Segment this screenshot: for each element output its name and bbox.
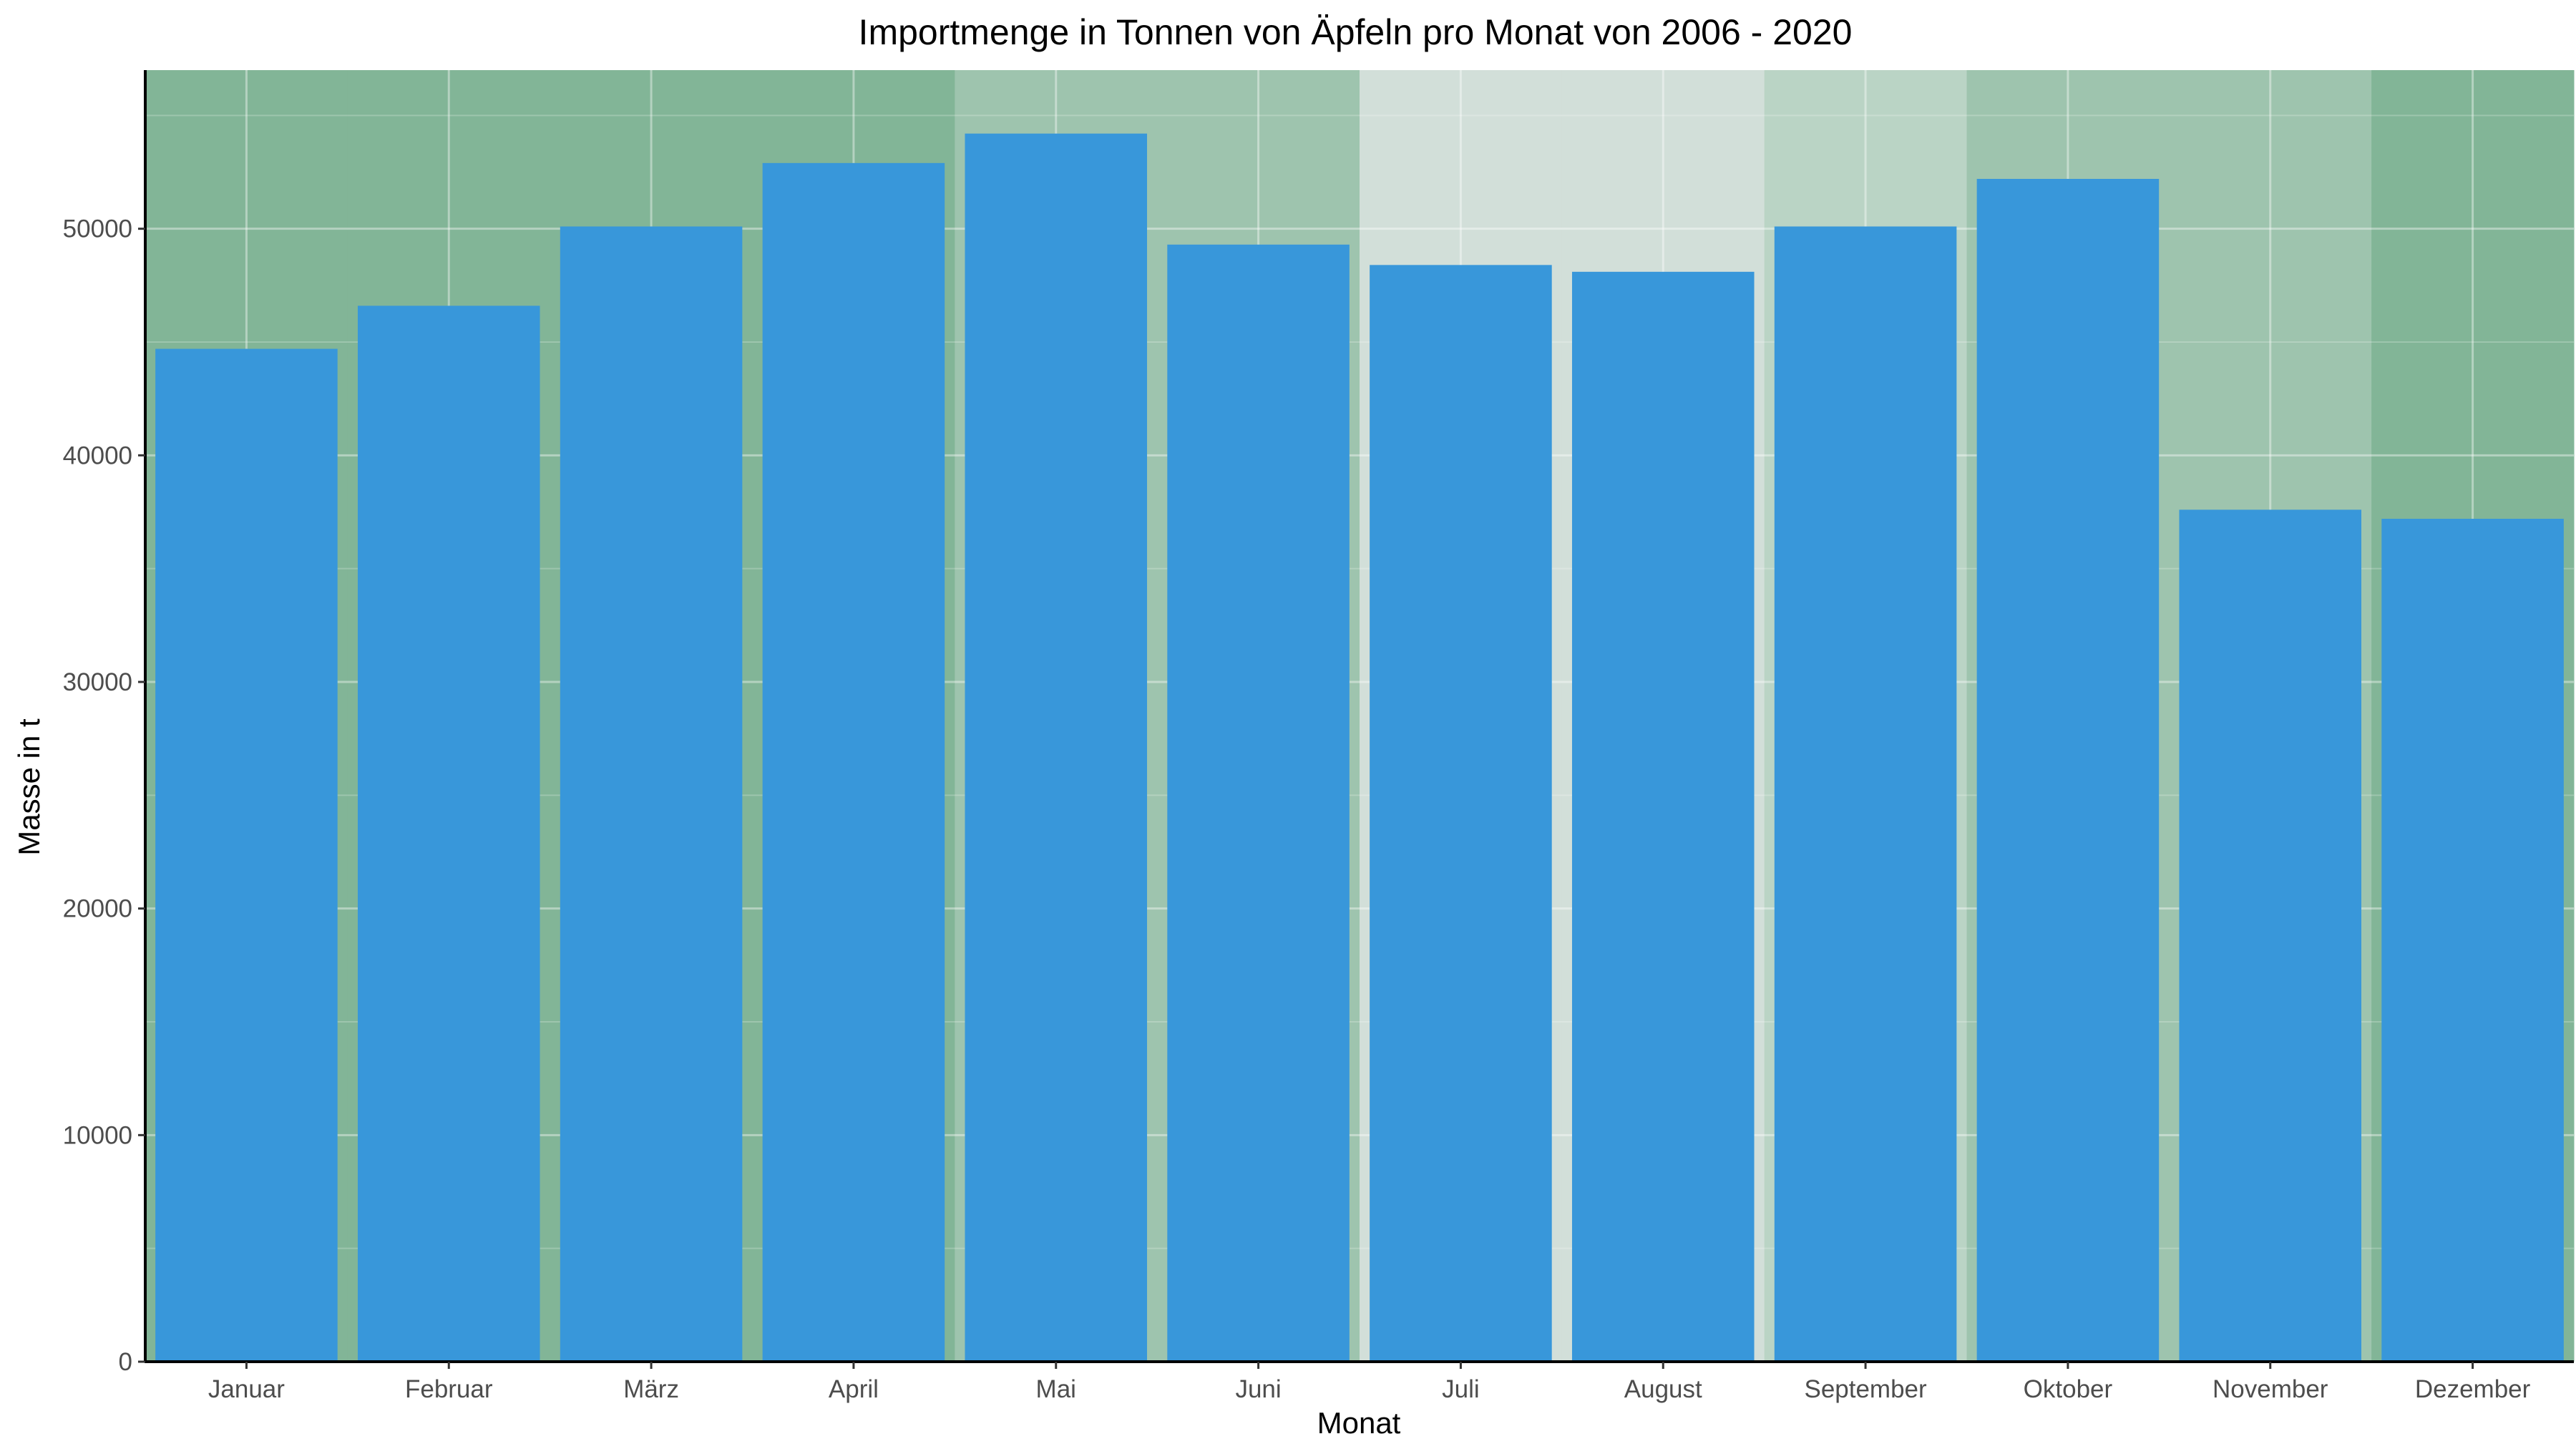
y-tick-labels: 0 10000 20000 30000 40000 50000 bbox=[63, 215, 132, 1376]
x-tick-label-august: August bbox=[1624, 1375, 1702, 1403]
x-tick-label-april: April bbox=[829, 1375, 879, 1403]
bar-dezember bbox=[2381, 519, 2564, 1362]
bar-juli bbox=[1370, 265, 1552, 1362]
y-tick-label: 30000 bbox=[63, 668, 132, 696]
y-tick-label: 50000 bbox=[63, 215, 132, 243]
bar-april bbox=[762, 162, 945, 1362]
bar-september bbox=[1774, 226, 1957, 1362]
x-axis-title: Monat bbox=[1317, 1406, 1401, 1440]
bar-oktober bbox=[1976, 179, 2160, 1362]
y-axis-title: Masse in t bbox=[12, 718, 46, 856]
x-tick-label-juli: Juli bbox=[1442, 1375, 1480, 1403]
x-tick-label-oktober: Oktober bbox=[2024, 1375, 2113, 1403]
bar-januar bbox=[155, 348, 338, 1362]
bar-juni bbox=[1167, 244, 1350, 1362]
bar-november bbox=[2179, 509, 2362, 1362]
y-tick-label: 20000 bbox=[63, 895, 132, 923]
x-tick-label-september: September bbox=[1804, 1375, 1927, 1403]
y-tick-label: 0 bbox=[119, 1348, 132, 1376]
chart-title: Importmenge in Tonnen von Äpfeln pro Mon… bbox=[859, 12, 1853, 52]
x-tick-label-februar: Februar bbox=[405, 1375, 493, 1403]
bars bbox=[155, 133, 2564, 1362]
y-tick-label: 40000 bbox=[63, 441, 132, 469]
x-tick-label-januar: Januar bbox=[208, 1375, 285, 1403]
bar-mai bbox=[965, 133, 1148, 1362]
y-tick-label: 10000 bbox=[63, 1121, 132, 1149]
x-tick-labels: Januar Februar März April Mai Juni Juli August S… bbox=[208, 1375, 2531, 1403]
bar-märz bbox=[560, 226, 743, 1362]
x-tick-label-märz: März bbox=[623, 1375, 679, 1403]
bar-august bbox=[1571, 271, 1755, 1362]
x-tick-label-dezember: Dezember bbox=[2415, 1375, 2531, 1403]
axes bbox=[138, 70, 2574, 1369]
x-tick-label-november: November bbox=[2212, 1375, 2328, 1403]
x-tick-label-juni: Juni bbox=[1235, 1375, 1281, 1403]
bar-februar bbox=[357, 306, 540, 1362]
x-tick-label-mai: Mai bbox=[1036, 1375, 1076, 1403]
